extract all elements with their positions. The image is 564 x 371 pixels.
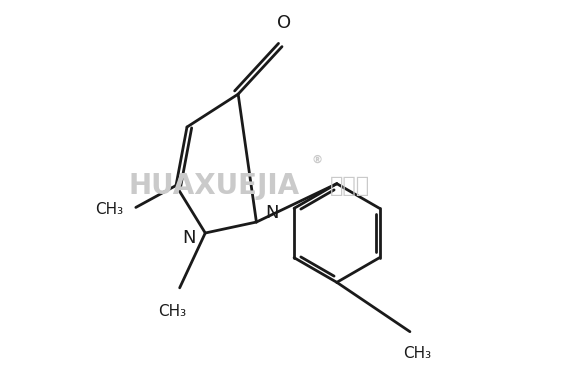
Text: CH₃: CH₃ [403,346,431,361]
Text: CH₃: CH₃ [158,304,187,319]
Text: N: N [266,204,279,222]
Text: N: N [183,230,196,247]
Text: O: O [277,14,291,32]
Text: ®: ® [311,155,322,165]
Text: HUAXUEJIA: HUAXUEJIA [129,171,299,200]
Text: CH₃: CH₃ [95,202,123,217]
Text: 化学加: 化学加 [329,175,369,196]
